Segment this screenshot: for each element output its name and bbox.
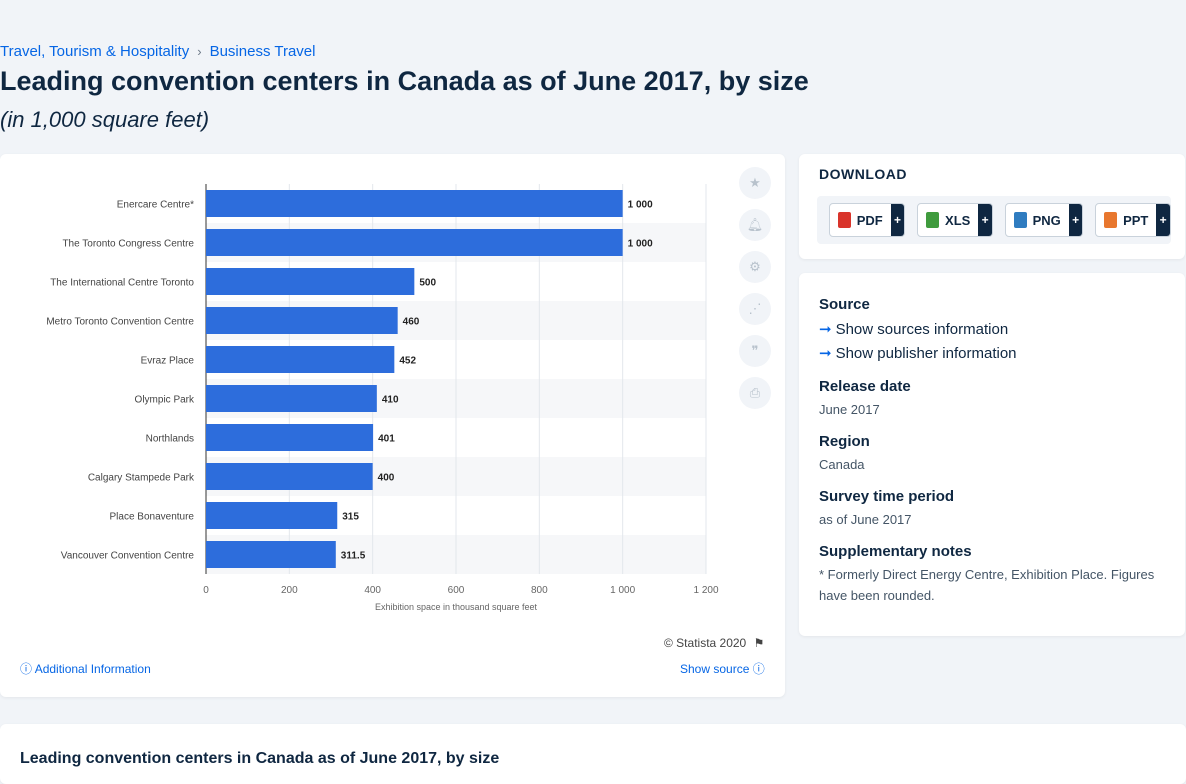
show-source-label: Show source xyxy=(680,662,750,676)
category-label: The Toronto Congress Centre xyxy=(62,239,194,250)
category-label: Olympic Park xyxy=(135,395,195,406)
release-date-value: June 2017 xyxy=(819,402,880,417)
data-label: 1 000 xyxy=(628,200,653,211)
download-pdf-button[interactable]: PDF + xyxy=(829,203,906,237)
flag-icon: ⚑ xyxy=(753,636,765,650)
data-label: 410 xyxy=(382,395,399,406)
chart-toolbar: ★ 🔔︎ ⚙ ⋰ ❞ ⎙ xyxy=(739,167,771,419)
data-label: 311.5 xyxy=(341,551,366,562)
bar[interactable] xyxy=(206,424,374,451)
data-label: 1 000 xyxy=(628,239,653,250)
statistic-info-panel: Source ➞ Show sources information ➞ Show p… xyxy=(799,273,1185,636)
plus-icon: + xyxy=(1068,204,1083,236)
copyright-text: © Statista 2020 xyxy=(664,636,747,650)
breadcrumb: Travel, Tourism & Hospitality › Business… xyxy=(0,43,315,60)
region-label: Region xyxy=(819,433,870,450)
data-label: 460 xyxy=(403,317,420,328)
tick-label: 0 xyxy=(203,585,209,596)
section-title: Leading convention centers in Canada as … xyxy=(20,750,500,767)
data-label: 315 xyxy=(342,512,359,523)
breadcrumb-item-business-travel[interactable]: Business Travel xyxy=(209,43,316,60)
download-buttons: PDF + XLS + PNG + PPT + xyxy=(817,196,1171,244)
release-date-label: Release date xyxy=(819,378,911,395)
data-label: 400 xyxy=(378,473,395,484)
bar[interactable] xyxy=(206,307,398,334)
tick-label: 400 xyxy=(364,585,381,596)
tick-label: 1 000 xyxy=(610,585,635,596)
xls-file-icon xyxy=(926,212,940,228)
bar[interactable] xyxy=(206,346,395,373)
category-label: Northlands xyxy=(146,434,194,445)
plus-icon: + xyxy=(978,204,992,236)
download-xls-button[interactable]: XLS + xyxy=(917,203,993,237)
download-ppt-label: PPT xyxy=(1123,212,1149,228)
supplementary-notes-label: Supplementary notes xyxy=(819,543,972,560)
category-label: The International Centre Toronto xyxy=(50,278,194,289)
arrow-right-icon: ➞ xyxy=(819,345,832,362)
png-file-icon xyxy=(1013,212,1027,228)
gear-icon[interactable]: ⚙ xyxy=(739,251,771,283)
plus-icon: + xyxy=(1156,204,1170,236)
show-source-link[interactable]: Show source ⓘ xyxy=(680,660,765,677)
tick-label: 200 xyxy=(281,585,298,596)
download-xls-label: XLS xyxy=(945,212,971,228)
bar[interactable] xyxy=(206,268,415,295)
star-icon[interactable]: ★ xyxy=(739,167,771,199)
additional-info-label: Additional Information xyxy=(34,662,151,676)
bar[interactable] xyxy=(206,502,338,529)
category-label: Vancouver Convention Centre xyxy=(61,551,195,562)
tick-label: 1 200 xyxy=(693,585,718,596)
info-icon: ⓘ xyxy=(20,662,33,676)
tick-label: 600 xyxy=(448,585,465,596)
source-label: Source xyxy=(819,296,870,313)
arrow-right-icon: ➞ xyxy=(819,321,832,338)
download-pdf-label: PDF xyxy=(856,212,883,228)
plus-icon: + xyxy=(890,204,905,236)
bar-chart: 1 000 Enercare Centre* 1 000 The Toronto Co… xyxy=(46,184,719,612)
additional-info-link[interactable]: ⓘ Additional Information xyxy=(20,660,151,677)
page-subtitle: (in 1,000 square feet) xyxy=(0,107,210,132)
download-panel: DOWNLOAD PDF + XLS + PNG + PPT + xyxy=(799,154,1185,259)
show-sources-label: Show sources information xyxy=(835,321,1009,338)
bar[interactable] xyxy=(206,385,377,412)
page-title: Leading convention centers in Canada as … xyxy=(0,66,809,96)
tick-label: 800 xyxy=(531,585,548,596)
data-label: 500 xyxy=(419,278,436,289)
download-ppt-button[interactable]: PPT + xyxy=(1095,203,1171,237)
category-label: Evraz Place xyxy=(141,356,195,367)
download-title: DOWNLOAD xyxy=(819,166,907,182)
show-sources-link[interactable]: ➞ Show sources information xyxy=(819,320,1008,338)
ppt-file-icon xyxy=(1104,212,1118,228)
data-label: 452 xyxy=(399,356,416,367)
bottom-section: Leading convention centers in Canada as … xyxy=(0,724,1186,784)
show-publisher-link[interactable]: ➞ Show publisher information xyxy=(819,344,1017,362)
category-label: Calgary Stampede Park xyxy=(88,473,195,484)
show-publisher-label: Show publisher information xyxy=(835,345,1017,362)
category-label: Metro Toronto Convention Centre xyxy=(46,317,194,328)
bell-icon[interactable]: 🔔︎ xyxy=(739,209,771,241)
bar[interactable] xyxy=(206,229,623,256)
data-label: 401 xyxy=(378,434,395,445)
x-axis-label: Exhibition space in thousand square feet xyxy=(375,602,538,612)
share-icon[interactable]: ⋰ xyxy=(739,293,771,325)
bar[interactable] xyxy=(206,190,623,217)
quote-icon[interactable]: ❞ xyxy=(739,335,771,367)
bar[interactable] xyxy=(206,541,336,568)
category-label: Enercare Centre* xyxy=(117,200,194,211)
breadcrumb-item-travel[interactable]: Travel, Tourism & Hospitality xyxy=(0,43,190,60)
download-png-label: PNG xyxy=(1032,212,1061,228)
download-png-button[interactable]: PNG + xyxy=(1004,203,1084,237)
copyright[interactable]: © Statista 2020 ⚑ xyxy=(664,636,764,650)
chevron-right-icon: › xyxy=(197,44,202,59)
info-icon: ⓘ xyxy=(752,662,765,676)
pdf-file-icon xyxy=(838,212,851,228)
category-label: Place Bonaventure xyxy=(109,512,194,523)
bar[interactable] xyxy=(206,463,373,490)
print-icon[interactable]: ⎙ xyxy=(739,377,771,409)
survey-period-value: as of June 2017 xyxy=(819,512,912,527)
survey-period-label: Survey time period xyxy=(819,488,955,505)
region-value: Canada xyxy=(819,457,865,472)
supplementary-notes-value: * Formerly Direct Energy Centre, Exhibit… xyxy=(819,567,1155,603)
